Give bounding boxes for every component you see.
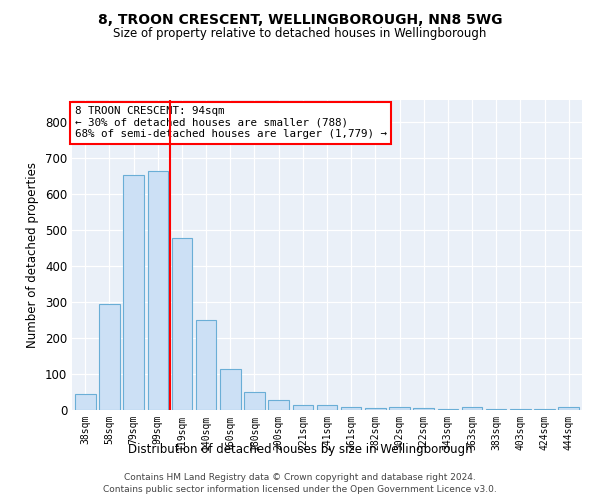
Bar: [268, 400, 289, 410]
Bar: [148, 171, 168, 410]
Text: Contains public sector information licensed under the Open Government Licence v3: Contains public sector information licen…: [103, 485, 497, 494]
Text: Distribution of detached houses by size in Wellingborough: Distribution of detached houses by size …: [128, 442, 472, 456]
Bar: [172, 238, 192, 410]
Bar: [317, 404, 337, 410]
Bar: [244, 392, 265, 410]
Bar: [365, 408, 386, 410]
Bar: [559, 407, 579, 410]
Bar: [462, 407, 482, 410]
Bar: [293, 404, 313, 410]
Bar: [413, 408, 434, 410]
Bar: [75, 394, 95, 410]
Bar: [196, 320, 217, 410]
Bar: [341, 407, 361, 410]
Text: 8 TROON CRESCENT: 94sqm
← 30% of detached houses are smaller (788)
68% of semi-d: 8 TROON CRESCENT: 94sqm ← 30% of detache…: [74, 106, 386, 140]
Text: Size of property relative to detached houses in Wellingborough: Size of property relative to detached ho…: [113, 28, 487, 40]
Bar: [99, 304, 120, 410]
Y-axis label: Number of detached properties: Number of detached properties: [26, 162, 40, 348]
Text: 8, TROON CRESCENT, WELLINGBOROUGH, NN8 5WG: 8, TROON CRESCENT, WELLINGBOROUGH, NN8 5…: [98, 12, 502, 26]
Bar: [389, 407, 410, 410]
Text: Contains HM Land Registry data © Crown copyright and database right 2024.: Contains HM Land Registry data © Crown c…: [124, 472, 476, 482]
Bar: [220, 369, 241, 410]
Bar: [124, 174, 144, 410]
